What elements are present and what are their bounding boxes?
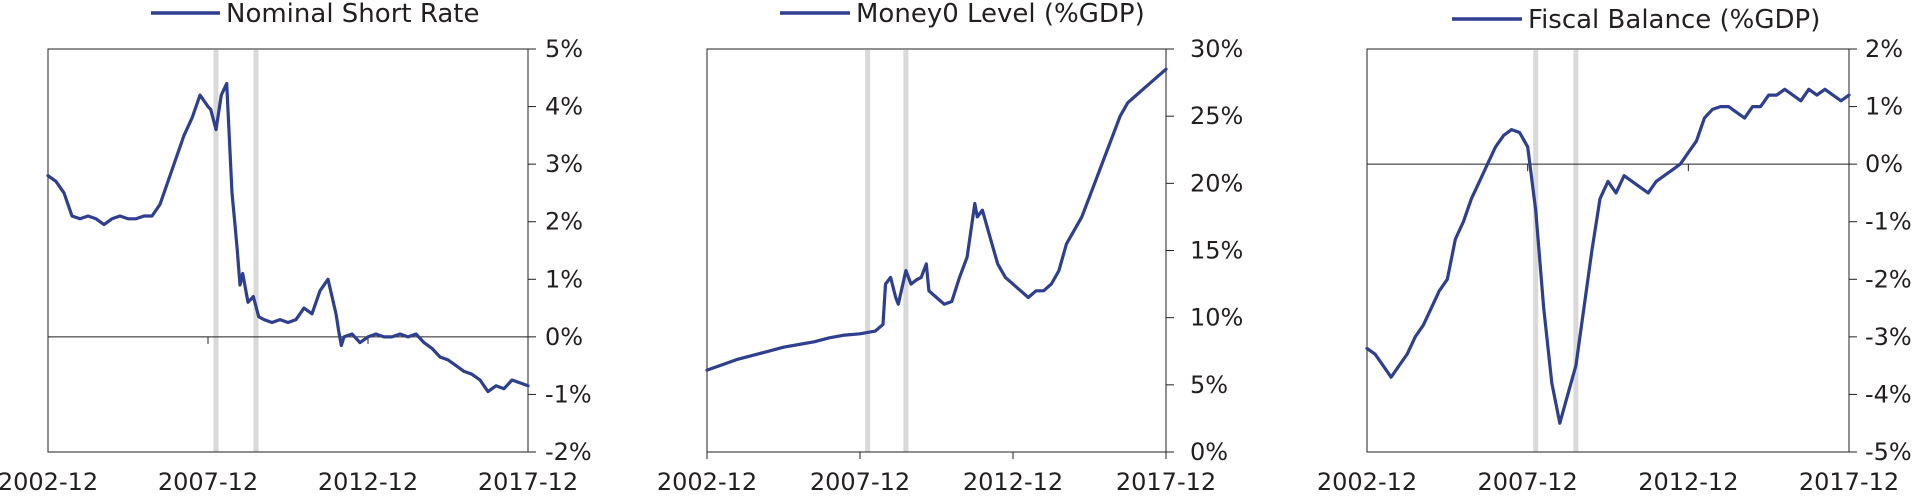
- y-tick-label: 0%: [1865, 150, 1903, 178]
- chart-panel-1: 5% 4% 3% 2% 1% 0% -1% -2% 2002-12 2007-12 2012-12 2…: [0, 0, 592, 496]
- y-tick-label: 30%: [1190, 35, 1243, 63]
- y-tick-label: 3%: [545, 150, 583, 178]
- plot-frame: [47, 48, 529, 453]
- x-tick-label: 2002-12: [0, 468, 98, 496]
- y-tick-label: 1%: [545, 265, 583, 293]
- x-tick-label: 2002-12: [657, 468, 757, 496]
- y-tick-label: -1%: [545, 380, 592, 408]
- y-tick-label: 15%: [1190, 237, 1243, 265]
- y-tick-label: 5%: [1190, 371, 1228, 399]
- y-tick-label: 1%: [1865, 93, 1903, 121]
- y-tick-label: 2%: [1865, 35, 1903, 63]
- chart-panel-2: 30% 25% 20% 15% 10% 5% 0% 2002-12 2007-12 2012-12…: [657, 0, 1243, 496]
- y-tick-label: 2%: [545, 208, 583, 236]
- y-tick-label: 0%: [1190, 438, 1228, 466]
- legend-label: Nominal Short Rate: [226, 0, 479, 29]
- x-tick-label: 2007-12: [810, 468, 910, 496]
- y-tick-label: 25%: [1190, 102, 1243, 130]
- y-tick-label: -3%: [1865, 323, 1912, 351]
- x-tick-label: 2007-12: [1478, 468, 1578, 496]
- x-tick-label: 2012-12: [318, 468, 418, 496]
- y-tick-label: -2%: [545, 438, 592, 466]
- y-tick-label: -5%: [1865, 438, 1912, 466]
- y-tick-label: -1%: [1865, 208, 1912, 236]
- y-tick-label: 10%: [1190, 304, 1243, 332]
- y-tick-label: 0%: [545, 323, 583, 351]
- legend-label: Fiscal Balance (%GDP): [1528, 5, 1820, 35]
- x-tick-label: 2012-12: [963, 468, 1063, 496]
- y-tick-label: 4%: [545, 93, 583, 121]
- chart-panel-3: 2% 1% 0% -1% -2% -3% -4% -5% 2002-12 2007-12 2012-…: [1317, 5, 1912, 496]
- plot-frame: [1366, 48, 1850, 453]
- legend-label: Money0 Level (%GDP): [856, 0, 1145, 29]
- x-tick-label: 2017-12: [478, 468, 578, 496]
- y-tick-label: -2%: [1865, 265, 1912, 293]
- plot-frame: [706, 48, 1167, 453]
- x-tick-label: 2002-12: [1317, 468, 1417, 496]
- x-tick-label: 2017-12: [1799, 468, 1899, 496]
- series-line-1: [1365, 87, 1851, 425]
- x-tick-label: 2017-12: [1116, 468, 1216, 496]
- series-line-1: [46, 81, 530, 394]
- x-tick-label: 2012-12: [1638, 468, 1738, 496]
- y-tick-label: 5%: [545, 35, 583, 63]
- series-line-1: [705, 67, 1168, 372]
- x-tick-label: 2007-12: [158, 468, 258, 496]
- y-tick-label: -4%: [1865, 380, 1912, 408]
- y-tick-label: 20%: [1190, 169, 1243, 197]
